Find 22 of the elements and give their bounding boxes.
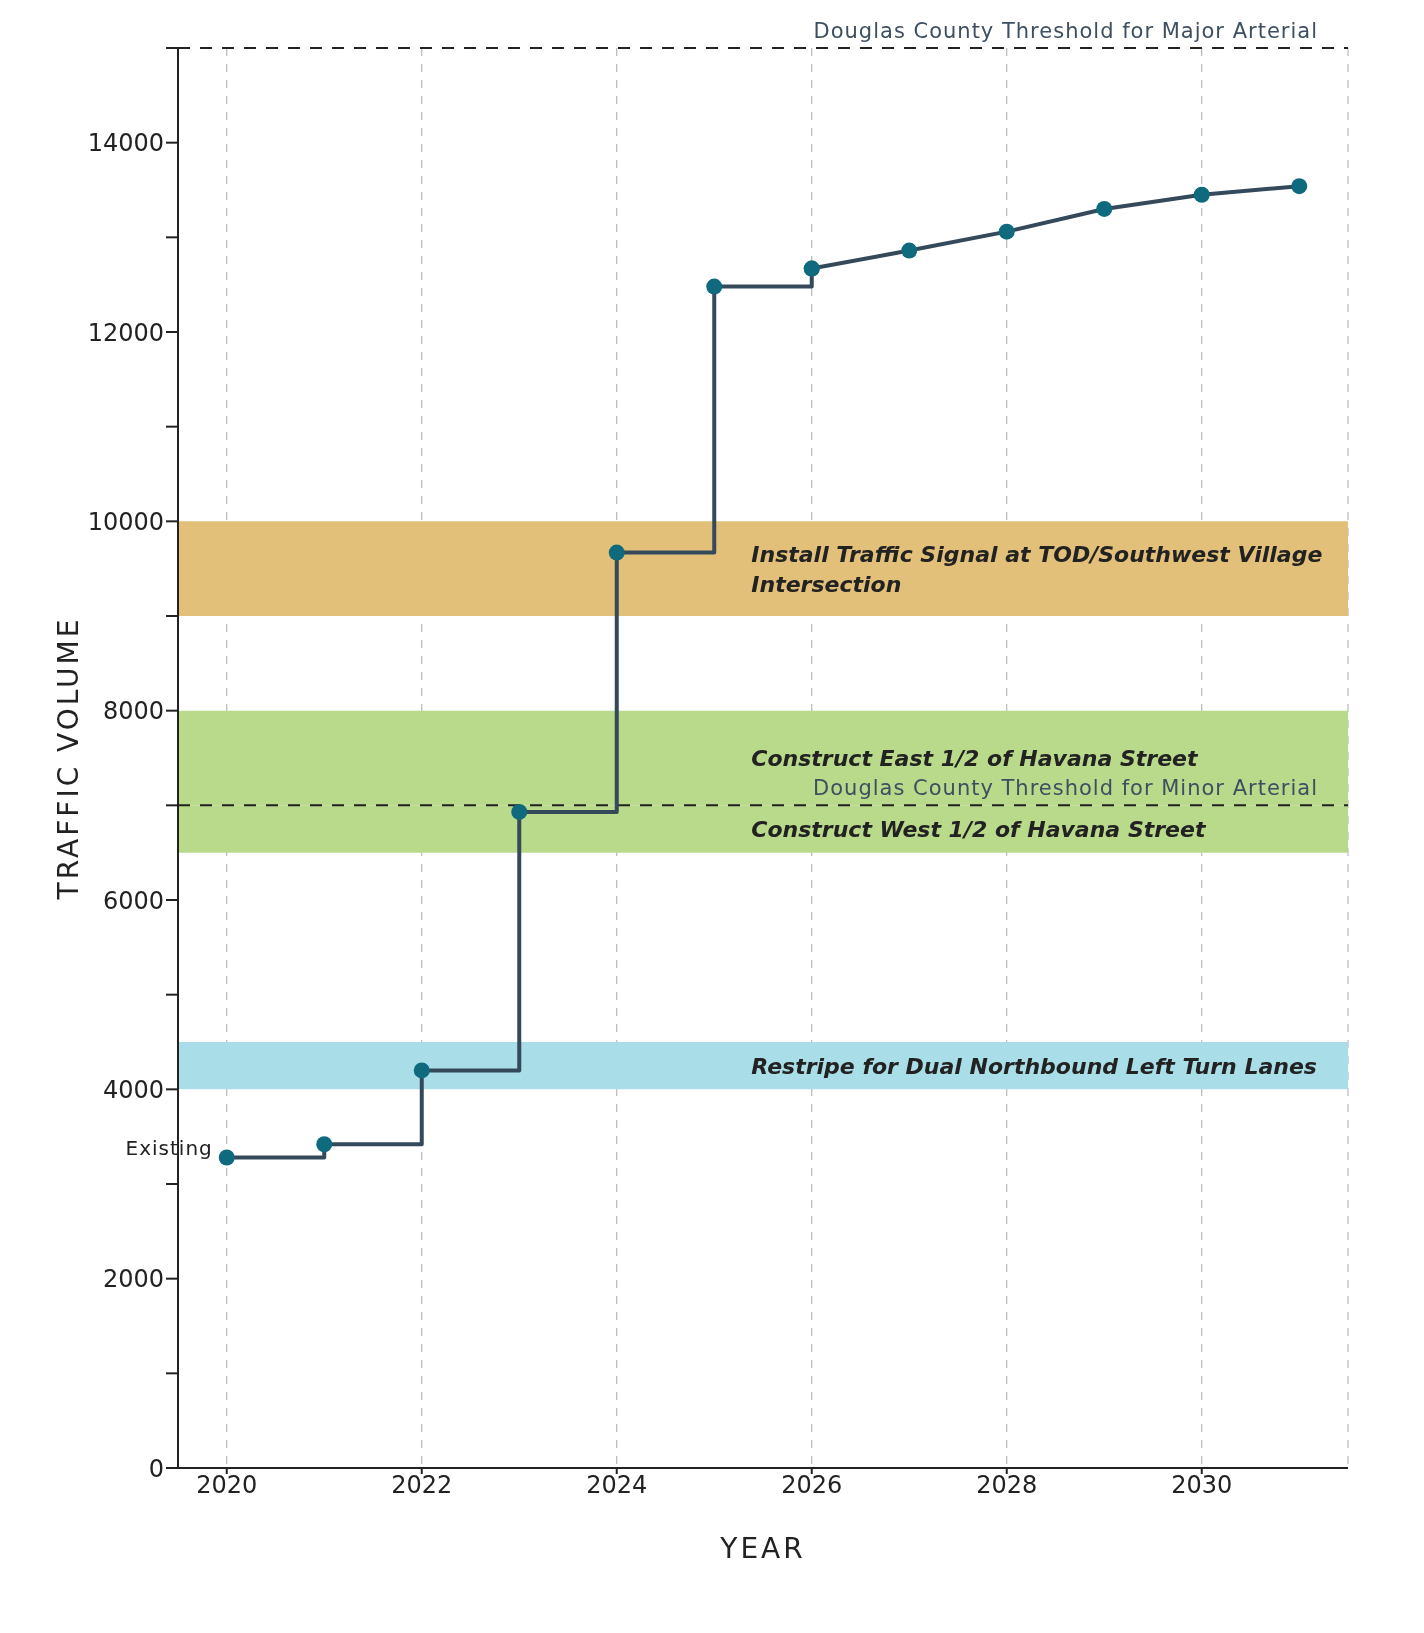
y-tick-label: 8000 bbox=[102, 697, 164, 726]
band-label: Restripe for Dual Northbound Left Turn Lanes bbox=[751, 1053, 1317, 1079]
y-tick-label: 12000 bbox=[87, 318, 164, 347]
x-tick-label: 2028 bbox=[976, 1471, 1038, 1500]
x-tick-label: 2030 bbox=[1171, 1471, 1233, 1500]
x-tick-label: 2026 bbox=[781, 1471, 843, 1500]
ref-line-label: Douglas County Threshold for Major Arterial bbox=[813, 19, 1318, 43]
band-label: Install Traffic Signal at TOD/Southwest Village Intersection bbox=[751, 541, 1323, 597]
y-tick-label: 6000 bbox=[102, 886, 164, 915]
x-tick-label: 2022 bbox=[391, 1471, 453, 1500]
x-tick-label: 2020 bbox=[196, 1471, 258, 1500]
y-tick-label: 14000 bbox=[87, 129, 164, 158]
band-label: Construct West 1/2 of Havana Street bbox=[751, 817, 1207, 842]
x-tick-label: 2024 bbox=[586, 1471, 648, 1500]
y-tick-label: 0 bbox=[148, 1454, 164, 1483]
y-tick-label: 4000 bbox=[102, 1075, 164, 1104]
x-axis-title: YEAR bbox=[719, 1532, 806, 1565]
y-axis-title: TRAFFIC VOLUME bbox=[51, 616, 85, 901]
y-tick-label: 10000 bbox=[87, 507, 164, 536]
band-label: Construct East 1/2 of Havana Street bbox=[751, 746, 1200, 771]
y-tick-label: 2000 bbox=[102, 1265, 164, 1294]
ref-line-label: Douglas County Threshold for Minor Arterial bbox=[813, 776, 1318, 801]
